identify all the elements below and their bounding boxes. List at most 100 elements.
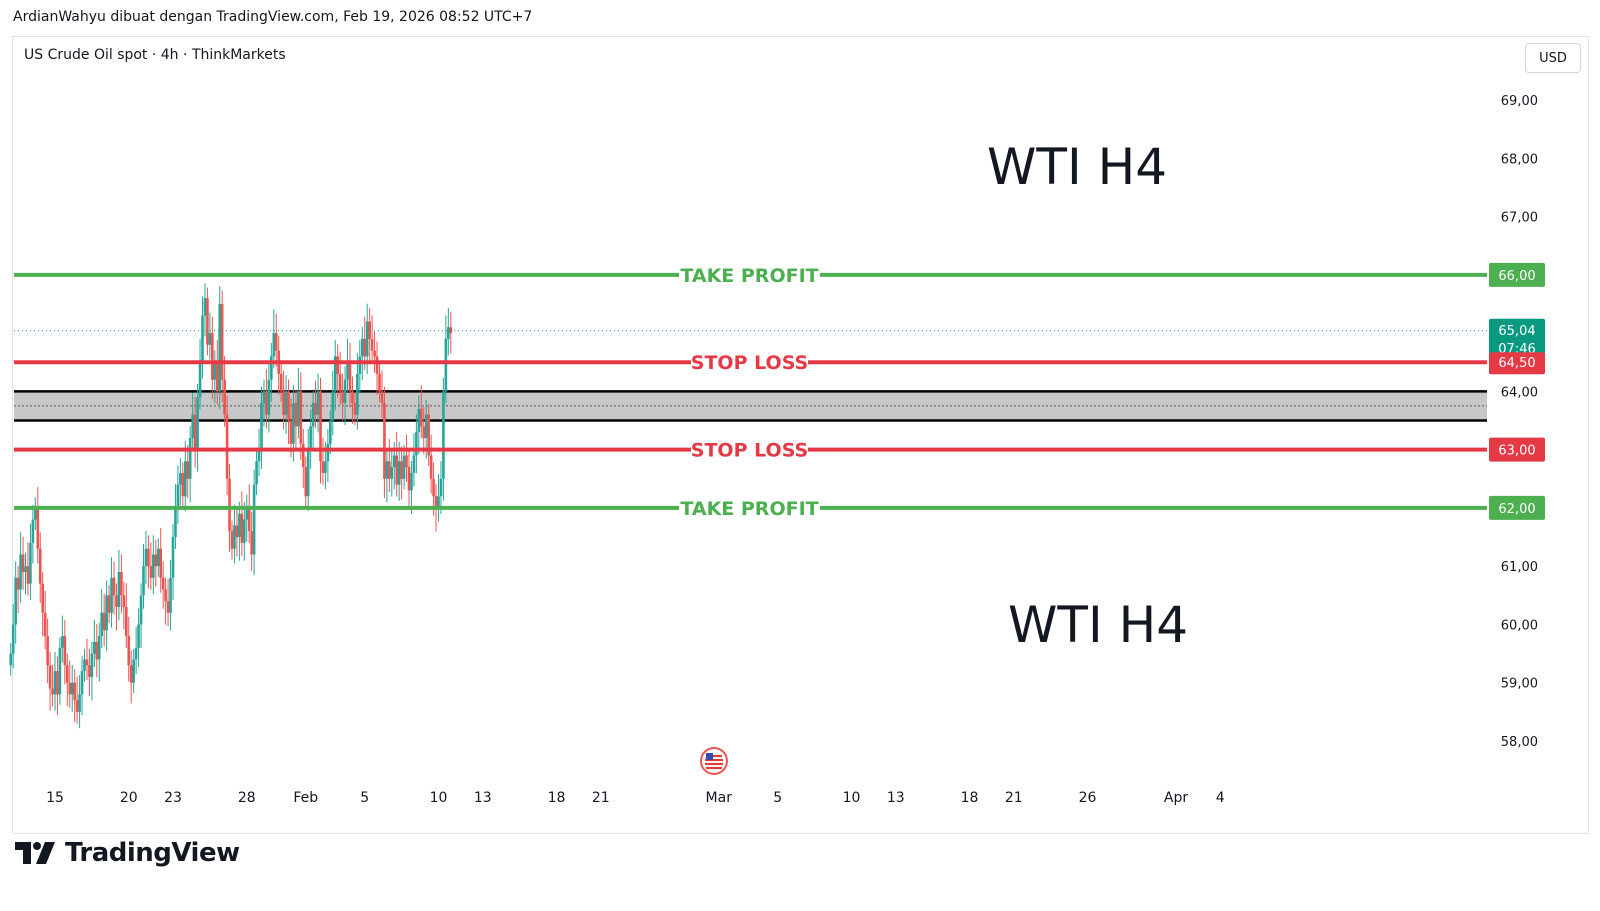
x-tick-label: 15 (46, 790, 64, 806)
y-tick-label: 61,00 (1501, 560, 1538, 575)
candle (375, 341, 379, 395)
candle-body (171, 537, 175, 578)
candle (174, 484, 177, 549)
candle (198, 338, 202, 410)
candle (378, 363, 381, 402)
candle-body (120, 572, 123, 596)
candle-body (400, 461, 403, 479)
candle-body (419, 408, 423, 427)
candle (122, 581, 126, 630)
candle (252, 469, 256, 576)
candle (63, 619, 67, 685)
candle-body (240, 513, 244, 543)
symbol-title[interactable]: US Crude Oil spot · 4h · ThinkMarkets (24, 47, 286, 63)
candle (88, 648, 91, 697)
candle-body (225, 414, 229, 479)
candle (257, 428, 261, 477)
candle (171, 523, 175, 600)
candle (191, 392, 194, 452)
candle (289, 398, 293, 458)
y-axis[interactable]: 58,00 59,00 60,00 61,00 64,00 67,00 68,00 69,00… (1489, 94, 1545, 750)
candle (181, 462, 185, 507)
candle-body (329, 420, 332, 444)
candle (90, 641, 94, 701)
x-tick-label: 10 (430, 790, 448, 806)
candle-body (301, 443, 305, 468)
take-profit-level-3[interactable]: TAKE PROFIT 62,00 (14, 495, 1545, 520)
candle (356, 353, 359, 430)
candle-body (65, 665, 69, 683)
candle-body (402, 455, 406, 479)
x-tick-label: 26 (1079, 790, 1097, 806)
candle-body (179, 472, 182, 485)
currency-button[interactable]: USD (1525, 43, 1581, 73)
candle-body (316, 391, 320, 415)
x-tick-label: Apr (1164, 790, 1188, 806)
candle-body (186, 461, 190, 479)
candle-body (36, 507, 40, 549)
tradingview-logo[interactable]: TradingView (15, 838, 240, 868)
candle (142, 544, 145, 609)
candle-body (31, 519, 35, 543)
candle-body (97, 636, 101, 660)
candle (402, 444, 406, 490)
candle-body (274, 333, 278, 351)
candle (93, 619, 96, 667)
candle (297, 367, 300, 439)
candle-body (434, 496, 438, 508)
candle (46, 618, 49, 684)
take-profit-level-0[interactable]: TAKE PROFIT 66,00 (14, 262, 1545, 287)
x-tick-label: Feb (293, 790, 318, 806)
candle (390, 449, 394, 497)
candle-body (193, 414, 197, 450)
candle (61, 615, 64, 663)
wti-h4-annotation[interactable]: WTI H4 (987, 138, 1167, 196)
candle (262, 379, 266, 427)
candle (183, 440, 187, 512)
candle-body (297, 391, 300, 427)
candle-body (124, 606, 128, 637)
candle-body (110, 577, 113, 613)
chart-pane[interactable] (12, 36, 1589, 834)
candle-body (144, 548, 148, 567)
candle (417, 395, 421, 455)
candle-body (422, 426, 426, 438)
us-event-icon[interactable] (700, 747, 728, 775)
candle (14, 561, 17, 644)
candle-body (51, 688, 54, 695)
candle (233, 504, 236, 564)
candle-body (373, 350, 376, 357)
candle (380, 370, 384, 418)
candle-body (41, 583, 45, 613)
stop-loss-tag-overlay (1489, 352, 1545, 374)
candle-body (415, 432, 418, 456)
candle (245, 494, 249, 542)
candle-body (449, 327, 453, 334)
candle-body (306, 449, 310, 497)
candle-body (270, 356, 273, 380)
candle (211, 316, 214, 399)
stop-loss-level-2[interactable]: STOP LOSS 63,00 (14, 437, 1545, 462)
candle-body (447, 327, 450, 339)
candle-body (211, 333, 214, 380)
candle (304, 456, 308, 507)
candle-body (444, 338, 448, 392)
level-price-tag (1489, 437, 1545, 462)
stop-loss-level-1[interactable]: STOP LOSS 64,50 (14, 350, 1545, 375)
candle-body (250, 531, 253, 555)
candle (247, 484, 251, 544)
candle (388, 439, 391, 493)
wti-h4-annotation[interactable]: WTI H4 (1008, 596, 1188, 654)
candle-body (235, 525, 239, 538)
candle-body (242, 519, 246, 543)
candle (287, 379, 290, 445)
candle-body (220, 303, 224, 380)
candle (447, 308, 450, 356)
candle (107, 584, 111, 624)
candle-body (375, 356, 379, 374)
x-axis[interactable]: 15 20 23 28 Feb 5 10 13 18 21 Mar 5 10 13 18 21 26 Apr 4 (46, 790, 1225, 806)
candle (299, 372, 303, 461)
x-tick-label: Mar (706, 790, 733, 806)
candle (34, 497, 37, 531)
